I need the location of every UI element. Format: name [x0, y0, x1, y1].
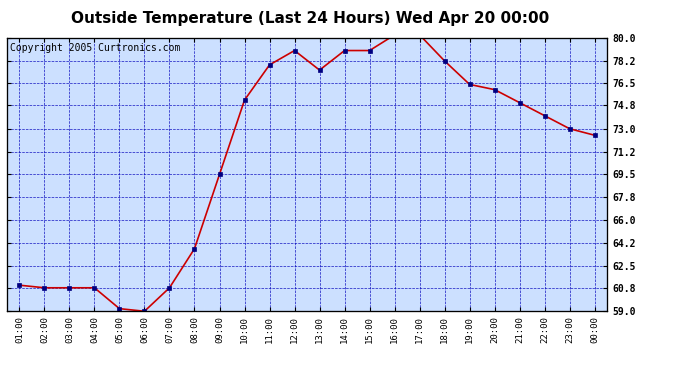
Text: Outside Temperature (Last 24 Hours) Wed Apr 20 00:00: Outside Temperature (Last 24 Hours) Wed …	[71, 11, 550, 26]
Text: Copyright 2005 Curtronics.com: Copyright 2005 Curtronics.com	[10, 43, 180, 53]
